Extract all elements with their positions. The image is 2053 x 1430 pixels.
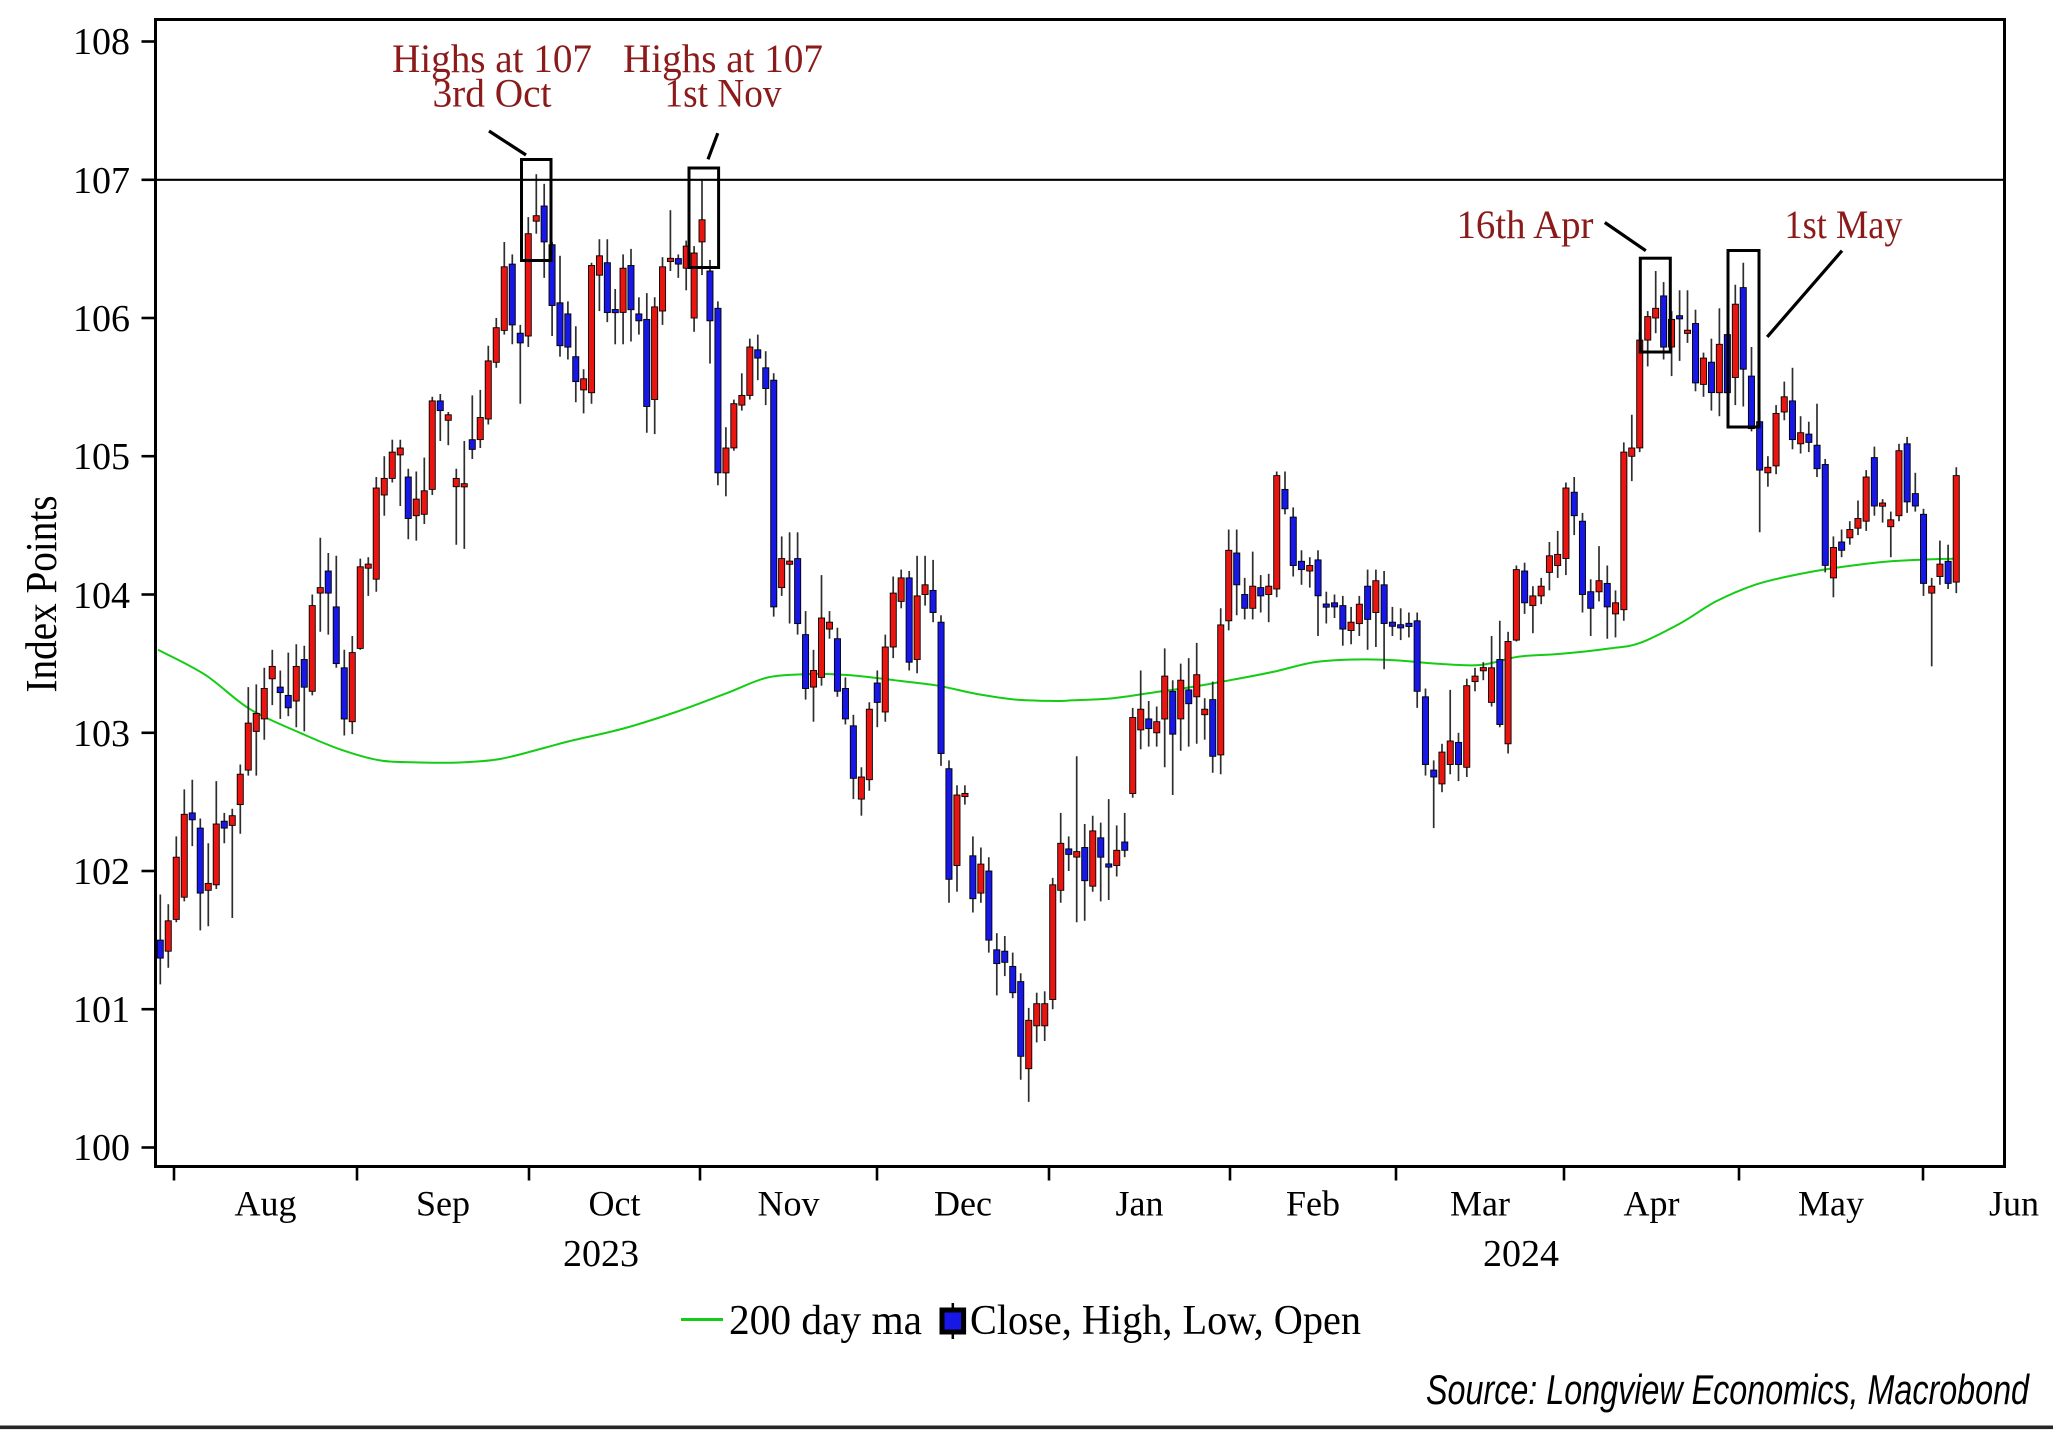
svg-text:103: 103 bbox=[73, 713, 130, 755]
svg-text:102: 102 bbox=[73, 851, 130, 893]
svg-text:Dec: Dec bbox=[934, 1184, 992, 1224]
svg-text:106: 106 bbox=[73, 298, 130, 340]
svg-text:3rd Oct: 3rd Oct bbox=[433, 71, 552, 116]
svg-text:1st Nov: 1st Nov bbox=[665, 71, 782, 116]
svg-text:Jan: Jan bbox=[1116, 1184, 1164, 1224]
svg-text:Mar: Mar bbox=[1450, 1184, 1510, 1224]
svg-text:May: May bbox=[1798, 1184, 1864, 1224]
svg-text:16th Apr: 16th Apr bbox=[1457, 202, 1594, 247]
svg-text:1st May: 1st May bbox=[1785, 202, 1903, 247]
svg-text:Nov: Nov bbox=[758, 1184, 820, 1224]
svg-text:107: 107 bbox=[73, 160, 130, 202]
svg-text:108: 108 bbox=[73, 21, 130, 63]
svg-text:Jun: Jun bbox=[1989, 1184, 2039, 1224]
svg-text:2024: 2024 bbox=[1483, 1233, 1559, 1275]
svg-text:Highs at 107: Highs at 107 bbox=[392, 36, 592, 81]
svg-text:2023: 2023 bbox=[563, 1233, 639, 1275]
svg-text:Feb: Feb bbox=[1286, 1184, 1340, 1224]
svg-text:Oct: Oct bbox=[589, 1184, 641, 1224]
svg-text:Source: Longview Economics, Ma: Source: Longview Economics, Macrobond bbox=[1426, 1366, 2030, 1413]
svg-text:Highs at 107: Highs at 107 bbox=[623, 36, 823, 81]
svg-text:100: 100 bbox=[73, 1127, 130, 1169]
svg-text:200 day ma: 200 day ma bbox=[729, 1298, 922, 1344]
svg-text:104: 104 bbox=[73, 575, 130, 617]
svg-text:101: 101 bbox=[73, 989, 130, 1031]
svg-text:Close, High, Low, Open: Close, High, Low, Open bbox=[970, 1298, 1361, 1344]
svg-text:105: 105 bbox=[73, 436, 130, 478]
svg-text:Apr: Apr bbox=[1624, 1184, 1680, 1224]
svg-text:Aug: Aug bbox=[235, 1184, 297, 1224]
svg-text:Index Points: Index Points bbox=[17, 496, 66, 693]
svg-text:Sep: Sep bbox=[416, 1184, 470, 1224]
